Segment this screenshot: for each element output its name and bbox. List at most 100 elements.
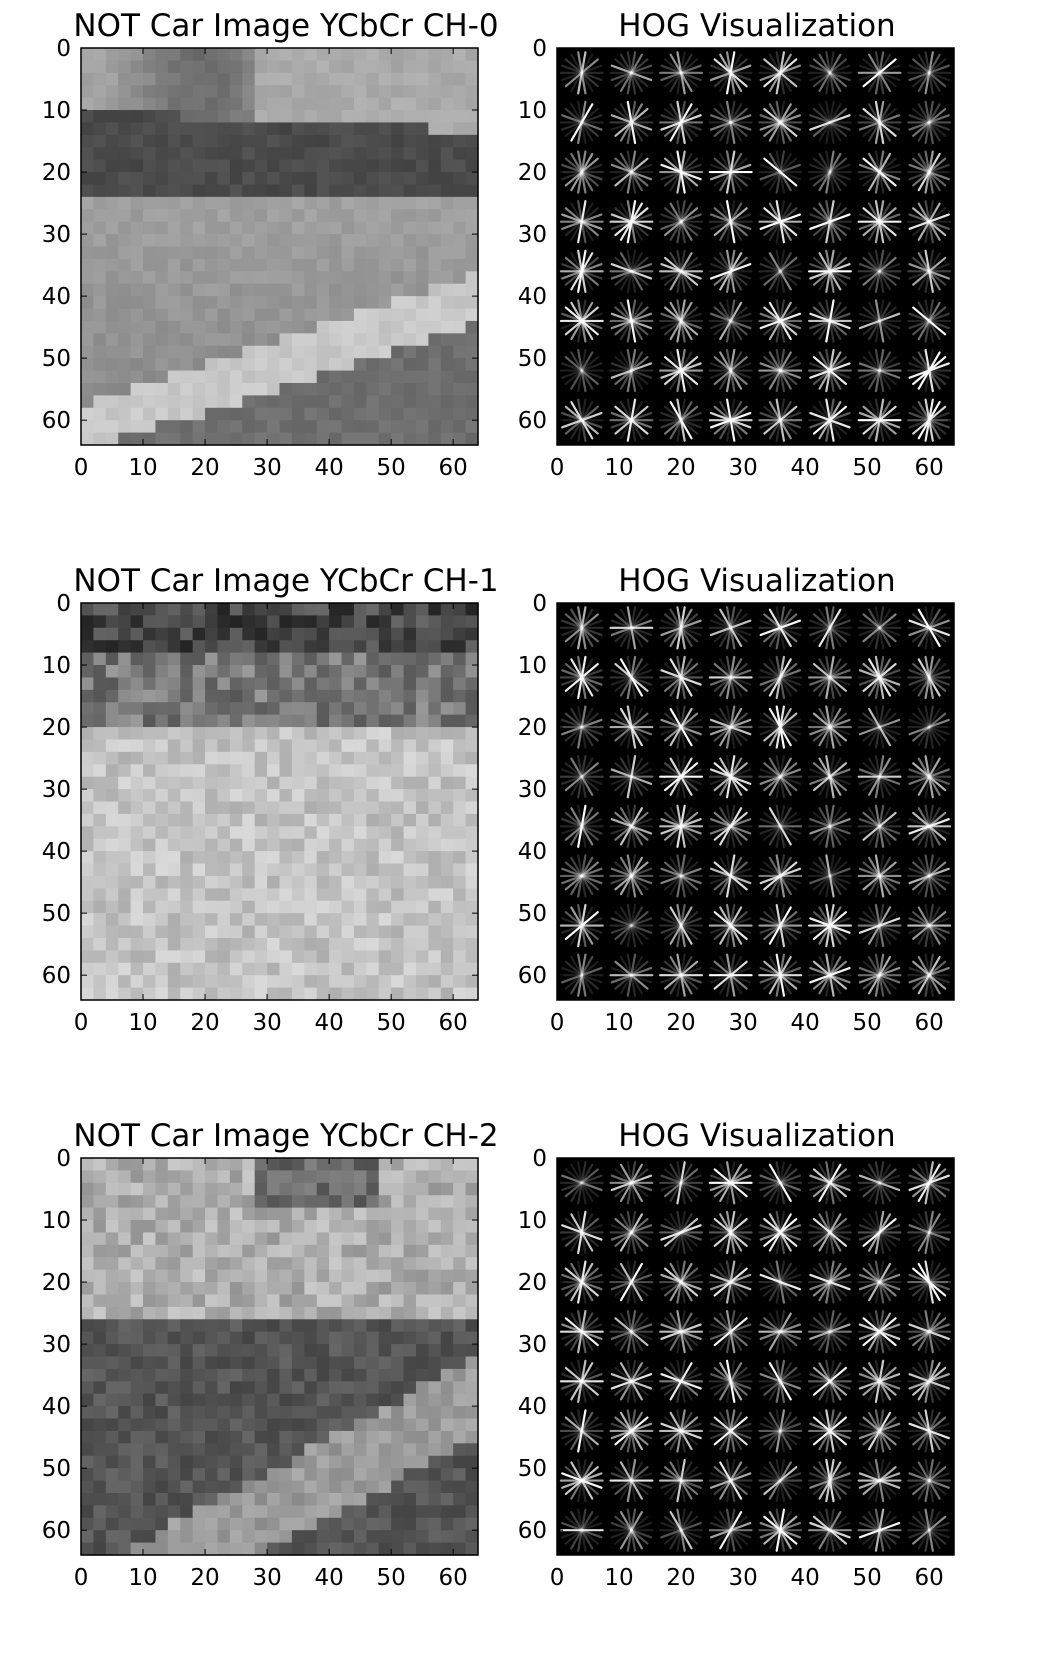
x-tick-label: 60 [915,455,944,481]
panel-ch1-hog: HOG Visualization 0 10 20 30 40 50 60 0 10 20 30 40… [518,555,1052,1075]
x-tick-label: 40 [314,1010,343,1036]
hog-glyphs [559,1161,952,1552]
x-tick-label: 60 [439,1565,468,1591]
panel-title: HOG Visualization [618,563,895,599]
y-tick-label: 10 [42,653,71,679]
x-tick-label: 10 [604,455,633,481]
y-tick-label: 10 [42,98,71,124]
panel-title: HOG Visualization [618,1118,895,1154]
x-tick-label: 0 [550,1010,565,1036]
x-tick-label: 50 [853,1010,882,1036]
y-tick-label: 10 [518,1208,547,1234]
y-tick-label: 10 [518,653,547,679]
panel-title: NOT Car Image YCbCr CH-2 [73,1118,498,1154]
hog-background [557,603,954,1000]
ch0-hog-axes: HOG Visualization 0 10 20 30 40 50 60010203040… [518,8,955,481]
x-tick-label: 50 [853,455,882,481]
x-tick-label: 10 [604,1565,633,1591]
x-tick-label: 30 [252,1565,281,1591]
y-tick-label: 60 [518,408,547,434]
y-tick-label: 50 [42,901,71,927]
axes-frame [556,602,955,1001]
panel-ch2-hog: HOG Visualization 0 10 20 30 40 50 60 0 10 20 30 40… [518,1110,1052,1630]
x-tick-label: 0 [550,1565,565,1591]
axes-frame [80,1157,479,1556]
y-tick-label: 10 [518,98,547,124]
x-tick-label: 40 [790,1010,819,1036]
ch0-image-axes: NOT Car Image YCbCr CH-0 0 10 20 30 40 50 6001… [42,8,499,481]
hog-background [557,48,954,445]
y-tick-label: 0 [532,1146,547,1172]
y-tick-label: 50 [518,1456,547,1482]
y-tick-label: 0 [56,36,71,62]
x-tick-label: 20 [190,1010,219,1036]
x-tick-label: 60 [439,455,468,481]
y-tick-label: 30 [42,1332,71,1358]
x-tick-label: 60 [915,1010,944,1036]
y-tick-label: 60 [42,408,71,434]
hog-glyphs [559,606,952,997]
y-tick-label: 20 [42,715,71,741]
y-tick-label: 40 [518,1394,547,1420]
x-tick-label: 40 [314,1565,343,1591]
y-tick-label: 30 [518,777,547,803]
y-tick-label: 20 [42,160,71,186]
y-tick-label: 20 [42,1270,71,1296]
x-tick-label: 50 [377,1565,406,1591]
x-tick-label: 50 [377,455,406,481]
y-tick-label: 0 [532,591,547,617]
y-tick-label: 30 [518,1332,547,1358]
panel-ch1-image: NOT Car Image YCbCr CH-1 0 10 20 30 40 50 60 0 1… [0,555,520,1075]
panel-title: HOG Visualization [618,8,895,44]
y-tick-label: 20 [518,1270,547,1296]
panel-title: NOT Car Image YCbCr CH-0 [73,8,498,44]
x-tick-label: 40 [790,455,819,481]
y-tick-label: 60 [518,1518,547,1544]
grayscale-image [81,603,479,1001]
x-tick-label: 10 [128,1010,157,1036]
panel-ch0-hog: HOG Visualization 0 10 20 30 40 50 60 0 10 20 30 40… [518,0,1052,520]
grayscale-image [81,1158,479,1556]
y-tick-label: 50 [518,346,547,372]
axes-frame [80,602,479,1001]
ch1-hog-axes: HOG Visualization 0 10 20 30 40 50 60010203040… [518,563,955,1036]
x-tick-label: 60 [439,1010,468,1036]
x-tick-label: 30 [728,1010,757,1036]
y-tick-label: 30 [518,222,547,248]
x-tick-label: 30 [252,455,281,481]
y-tick-label: 20 [518,160,547,186]
y-tick-label: 60 [42,1518,71,1544]
x-tick-label: 20 [666,1565,695,1591]
x-tick-label: 20 [190,455,219,481]
x-tick-label: 30 [728,1565,757,1591]
x-tick-label: 40 [790,1565,819,1591]
y-tick-label: 40 [42,839,71,865]
hog-glyphs [559,51,952,442]
y-tick-label: 50 [42,1456,71,1482]
y-tick-label: 30 [42,222,71,248]
x-tick-label: 0 [74,1010,89,1036]
x-tick-label: 0 [74,1565,89,1591]
hog-background [557,1158,954,1555]
x-tick-label: 10 [604,1010,633,1036]
x-tick-label: 50 [377,1010,406,1036]
y-tick-label: 10 [42,1208,71,1234]
x-tick-label: 30 [252,1010,281,1036]
axes-frame [556,47,955,446]
grayscale-image [81,48,479,446]
x-tick-label: 0 [74,455,89,481]
axes-frame [556,1157,955,1556]
y-tick-label: 0 [56,591,71,617]
y-tick-label: 0 [56,1146,71,1172]
ch2-hog-axes: HOG Visualization 0 10 20 30 40 50 60010203040… [518,1118,955,1591]
y-tick-label: 40 [518,839,547,865]
y-tick-label: 60 [42,963,71,989]
x-tick-label: 30 [728,455,757,481]
x-tick-label: 50 [853,1565,882,1591]
